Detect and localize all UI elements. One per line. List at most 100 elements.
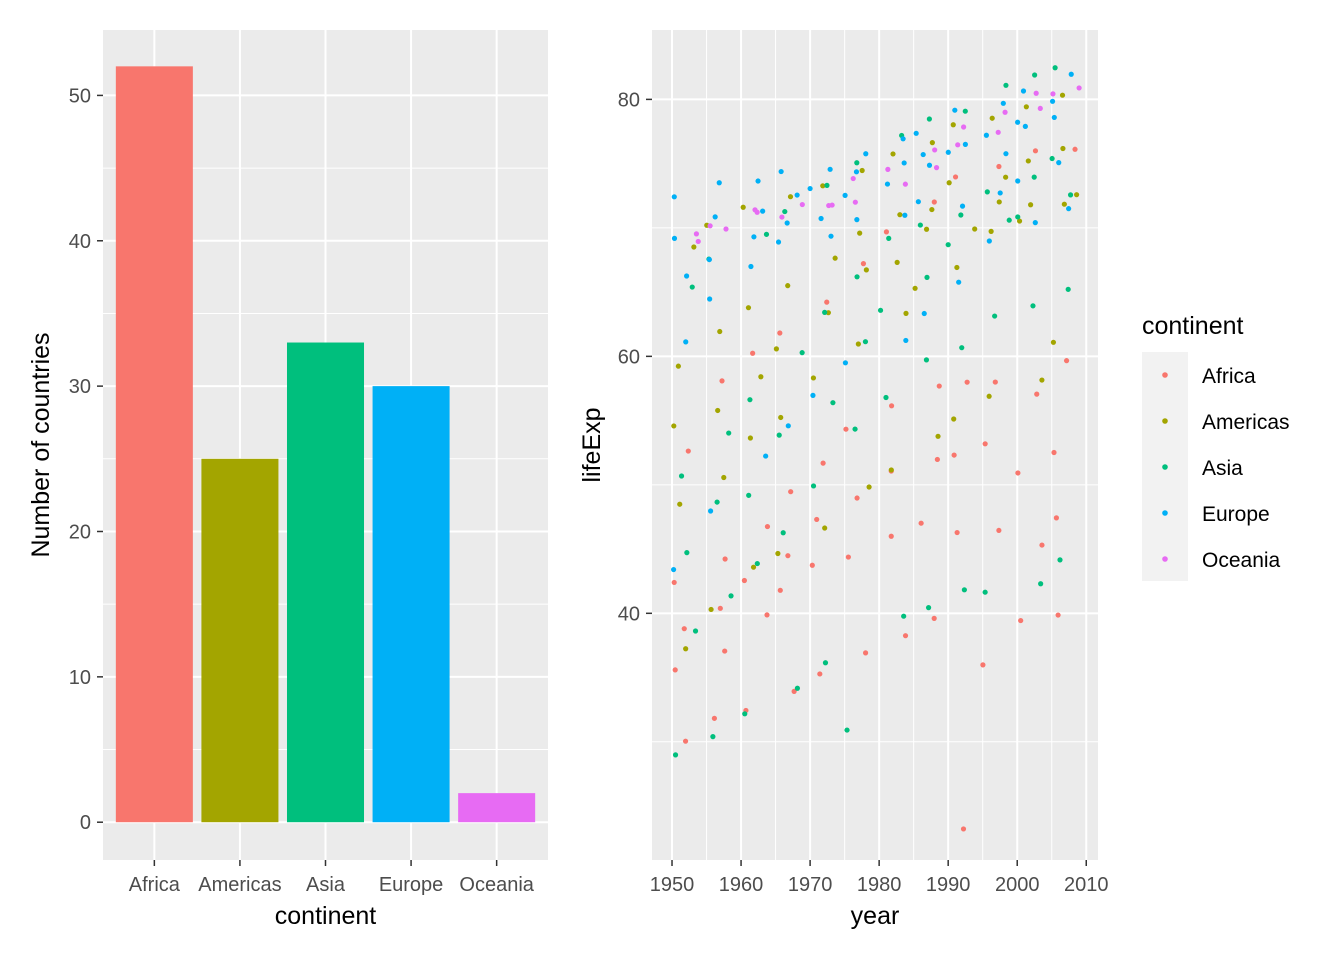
point-europe: [986, 238, 992, 244]
x-tick-label: Africa: [129, 874, 181, 896]
y-tick-label: 40: [69, 231, 91, 253]
point-africa: [722, 648, 728, 654]
point-africa: [1053, 515, 1060, 521]
point-africa: [788, 489, 794, 495]
point-americas: [897, 212, 903, 218]
point-europe: [828, 233, 834, 239]
point-europe: [706, 256, 712, 263]
point-americas: [740, 204, 746, 210]
y-tick-label: 0: [80, 812, 91, 834]
point-africa: [809, 562, 815, 568]
point-asia: [923, 357, 930, 363]
point-europe: [884, 181, 891, 187]
point-europe: [915, 199, 921, 205]
point-oceania: [885, 166, 891, 172]
point-asia: [854, 274, 860, 280]
point-asia: [710, 734, 716, 740]
legend: continent Africa Americas Asia Europe Oceania: [1142, 312, 1290, 581]
point-asia: [1031, 174, 1037, 180]
point-asia: [852, 426, 858, 432]
x-tick-label: 1960: [719, 874, 764, 896]
point-asia: [917, 222, 923, 228]
legend-label: Americas: [1202, 411, 1290, 434]
bar-asia: [286, 342, 365, 823]
point-europe: [997, 190, 1003, 196]
point-africa: [681, 626, 687, 632]
point-americas: [890, 151, 896, 157]
point-africa: [992, 379, 998, 385]
point-americas: [671, 423, 677, 429]
point-oceania: [723, 226, 729, 232]
point-asia: [1006, 217, 1012, 223]
point-americas: [972, 226, 978, 232]
y-tick-label: 80: [618, 89, 640, 111]
point-africa: [902, 633, 909, 639]
point-americas: [1050, 339, 1057, 345]
point-americas: [677, 501, 683, 507]
point-americas: [1074, 192, 1080, 198]
x-axis-title: year: [851, 902, 900, 930]
y-tick-label: 50: [69, 85, 91, 107]
bar-americas: [201, 458, 279, 823]
point-asia: [822, 309, 828, 315]
point-asia: [747, 397, 753, 403]
point-europe: [1066, 206, 1072, 212]
point-oceania: [829, 202, 835, 208]
legend-label: Asia: [1202, 457, 1243, 480]
point-asia: [1065, 286, 1071, 292]
point-europe: [854, 217, 860, 223]
y-axis-title: Number of countries: [27, 332, 55, 557]
point-europe: [670, 566, 677, 573]
point-americas: [691, 244, 697, 250]
point-europe: [1068, 71, 1074, 77]
point-americas: [863, 267, 869, 273]
point-africa: [1051, 449, 1057, 456]
point-asia: [925, 605, 932, 611]
point-europe: [794, 192, 800, 198]
point-asia: [844, 727, 850, 733]
point-americas: [1059, 92, 1066, 98]
point-asia: [684, 550, 690, 556]
point-africa: [934, 456, 940, 463]
y-tick-label: 10: [69, 667, 91, 689]
point-africa: [982, 441, 988, 447]
point-asia: [714, 499, 720, 505]
point-europe: [1032, 220, 1038, 226]
point-europe: [810, 392, 816, 398]
point-oceania: [1037, 105, 1043, 112]
point-africa: [722, 556, 728, 562]
point-asia: [958, 212, 964, 218]
point-oceania: [850, 175, 856, 182]
point-oceania: [933, 165, 940, 171]
legend-key-oceania: [1162, 556, 1168, 562]
point-americas: [954, 264, 960, 271]
legend-key-africa: [1162, 372, 1168, 378]
point-europe: [921, 310, 927, 317]
point-oceania: [961, 124, 967, 130]
x-tick-label: 1970: [788, 874, 833, 896]
point-americas: [820, 183, 826, 189]
point-asia: [984, 189, 990, 195]
point-asia: [746, 492, 752, 498]
point-africa: [980, 662, 986, 668]
point-americas: [1023, 104, 1029, 110]
scatter-chart: 40 60 80 1950 1960 1970 1980 1990 2000 2010 year li…: [578, 30, 1109, 930]
point-europe: [785, 423, 791, 429]
point-africa: [954, 529, 960, 536]
y-tick-label: 30: [69, 376, 91, 398]
point-asia: [754, 560, 760, 567]
point-americas: [894, 259, 900, 265]
y-tick-label: 60: [618, 346, 640, 368]
point-americas: [996, 199, 1002, 205]
point-africa: [862, 650, 869, 656]
point-europe: [1015, 178, 1021, 184]
legend-key-europe: [1162, 510, 1168, 516]
point-asia: [1038, 581, 1044, 587]
point-africa: [1055, 612, 1061, 618]
point-europe: [853, 169, 860, 175]
point-africa: [671, 579, 677, 586]
point-americas: [675, 363, 681, 369]
point-africa: [777, 587, 783, 593]
point-americas: [855, 341, 861, 347]
x-tick-label: Asia: [306, 874, 346, 896]
